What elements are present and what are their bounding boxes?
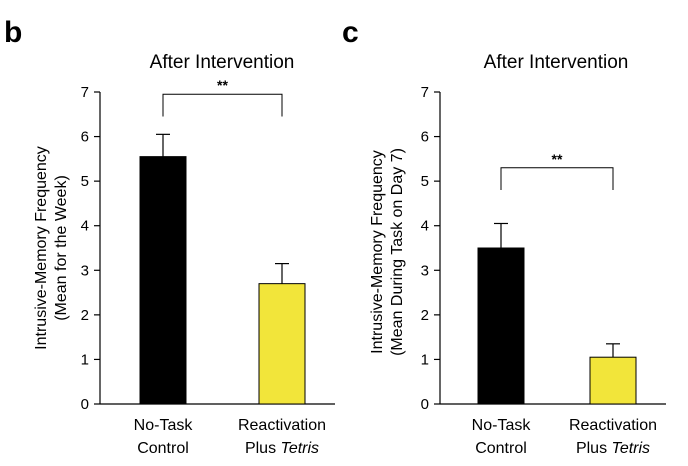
panel-b-ytick-label: 4: [81, 218, 89, 235]
panel-b-ytick-label: 3: [81, 262, 89, 279]
panel-b-ytick-label: 2: [81, 307, 89, 324]
panel-c-ytick-label: 3: [421, 262, 429, 279]
panel-b-ytick-label: 5: [81, 173, 89, 190]
panel-c-ylabel-line2: (Mean During Task on Day 7): [389, 148, 406, 356]
panel-b-category-label: Control: [137, 440, 189, 457]
panel-b-category-label: Reactivation: [238, 417, 326, 434]
panel-b-ytick-label: 6: [81, 129, 89, 146]
panel-c-title: After Intervention: [484, 52, 629, 73]
panel-c-bar: [589, 356, 637, 405]
panel-b-ylabel-line2: (Mean for the Week): [53, 175, 70, 321]
panel-b-significance-bracket: [162, 93, 283, 117]
panel-c-ytick-label: 7: [421, 84, 429, 101]
panel-b-category-label: No-Task: [134, 417, 194, 434]
panel-b-plot: 0 1 2 3 4 5 6 7 No-Task Control Reactivation Plus T…: [81, 77, 335, 457]
panel-c-ytick-label: 4: [421, 218, 429, 235]
panel-c-significance-label: **: [552, 151, 563, 167]
panel-c-ytick-label: 0: [421, 396, 429, 413]
panel-c-ylabel-line1: Intrusive-Memory Frequency: [369, 150, 386, 354]
panel-b-ytick-label: 7: [81, 84, 89, 101]
panel-b-significance-label: **: [217, 77, 228, 93]
panel-c-category-label: Plus Tetris: [576, 440, 650, 457]
panel-c-category-label: Control: [475, 440, 527, 457]
panel-c-category-label: No-Task: [472, 417, 532, 434]
panel-b-title: After Intervention: [150, 52, 295, 73]
panel-b-bar: [258, 283, 306, 405]
panel-c-category-label: Reactivation: [569, 417, 657, 434]
panel-b-ylabel-line1: Intrusive-Memory Frequency: [33, 146, 50, 350]
panel-b-bar: [139, 156, 187, 405]
panel-c-plot: 0 1 2 3 4 5 6 7 No-Task Control Reactivation Plus T…: [421, 84, 666, 457]
panel-b-ytick-label: 1: [81, 351, 89, 368]
panel-letter-b: b: [4, 16, 22, 49]
panel-letter-c: c: [342, 16, 359, 49]
panel-c-ytick-label: 6: [421, 129, 429, 146]
panel-c-ytick-label: 5: [421, 173, 429, 190]
panel-c-bar: [477, 247, 525, 405]
panel-c-ytick-label: 2: [421, 307, 429, 324]
panel-b-ytick-label: 0: [81, 396, 89, 413]
panel-c-significance-bracket: [500, 167, 614, 191]
panel-b-category-label: Plus Tetris: [245, 440, 319, 457]
panel-c-ytick-label: 1: [421, 351, 429, 368]
